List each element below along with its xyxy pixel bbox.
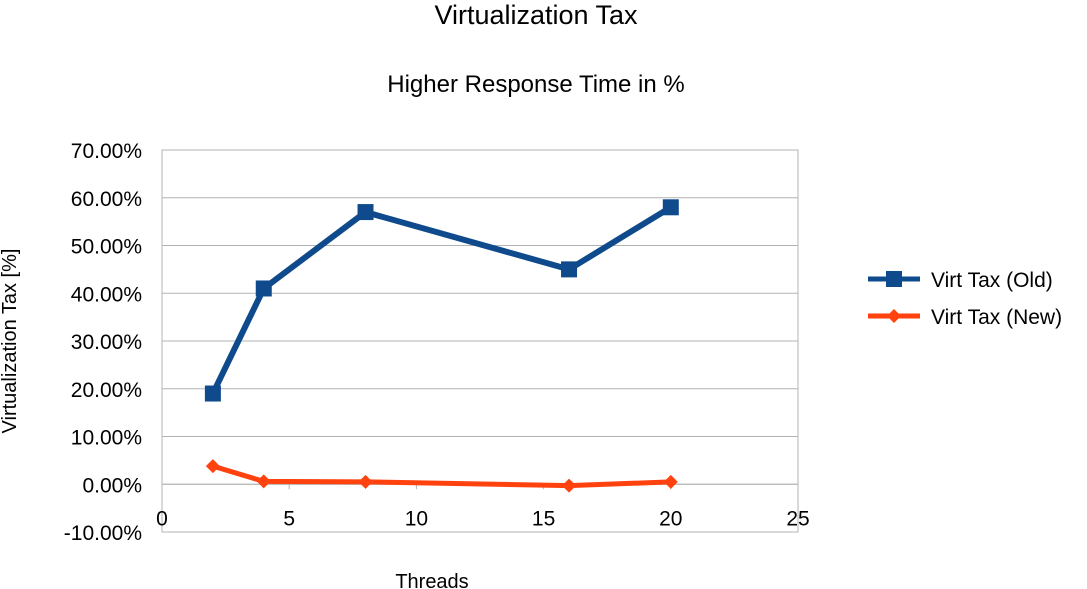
- y-tick-label: 50.00%: [71, 236, 142, 259]
- x-axis-label: Threads: [395, 571, 468, 589]
- gridlines: [161, 149, 799, 533]
- x-tick-label: 0: [156, 507, 168, 530]
- legend-item: Virt Tax (New): [868, 306, 1062, 329]
- y-tick-label: 60.00%: [71, 188, 142, 211]
- x-tick-label: 5: [283, 507, 295, 530]
- y-tick-label: 40.00%: [71, 283, 142, 306]
- series-1: [205, 459, 678, 493]
- y-tick-label: 0.00%: [82, 474, 142, 497]
- y-tick-label: 70.00%: [71, 140, 142, 163]
- legend-marker: [886, 271, 902, 287]
- y-axis-label: Virtualization Tax [%]: [0, 249, 21, 434]
- data-point: [358, 474, 373, 489]
- y-tick-label: 10.00%: [71, 427, 142, 450]
- legend-label: Virt Tax (Old): [931, 269, 1053, 292]
- y-tick-label: -10.00%: [64, 522, 142, 545]
- series-line: [212, 463, 671, 489]
- data-point: [255, 280, 272, 297]
- series-0: [204, 199, 679, 402]
- data-point: [662, 199, 679, 216]
- legend-label: Virt Tax (New): [931, 306, 1062, 329]
- data-point: [357, 204, 374, 221]
- chart-subtitle: Higher Response Time in %: [387, 71, 684, 98]
- y-tick-label: 20.00%: [71, 379, 142, 402]
- chart-title: Virtualization Tax: [434, 0, 638, 30]
- data-point: [663, 474, 678, 489]
- y-axis-ticks: 70.00% 60.00% 50.00% 40.00% 30.00% 20.00% 10.0…: [64, 140, 142, 545]
- y-tick-label: 30.00%: [71, 331, 142, 354]
- data-point: [204, 385, 221, 402]
- legend-marker: [887, 309, 901, 323]
- series-line: [210, 204, 673, 395]
- legend-item: Virt Tax (Old): [868, 269, 1053, 292]
- legend: Virt Tax (Old) Virt Tax (New): [868, 269, 1062, 329]
- data-point: [561, 261, 578, 278]
- plot-area-border: [161, 149, 799, 533]
- x-tick-label: 15: [532, 507, 555, 530]
- data-point: [205, 459, 220, 474]
- x-tick-label: 25: [786, 507, 809, 530]
- x-tick-label: 10: [405, 507, 428, 530]
- series-layer: [204, 199, 679, 493]
- x-tick-label: 20: [659, 507, 682, 530]
- data-point: [256, 474, 271, 489]
- x-axis-ticks: 0 5 10 15 20 25: [156, 507, 810, 530]
- data-point: [562, 478, 577, 493]
